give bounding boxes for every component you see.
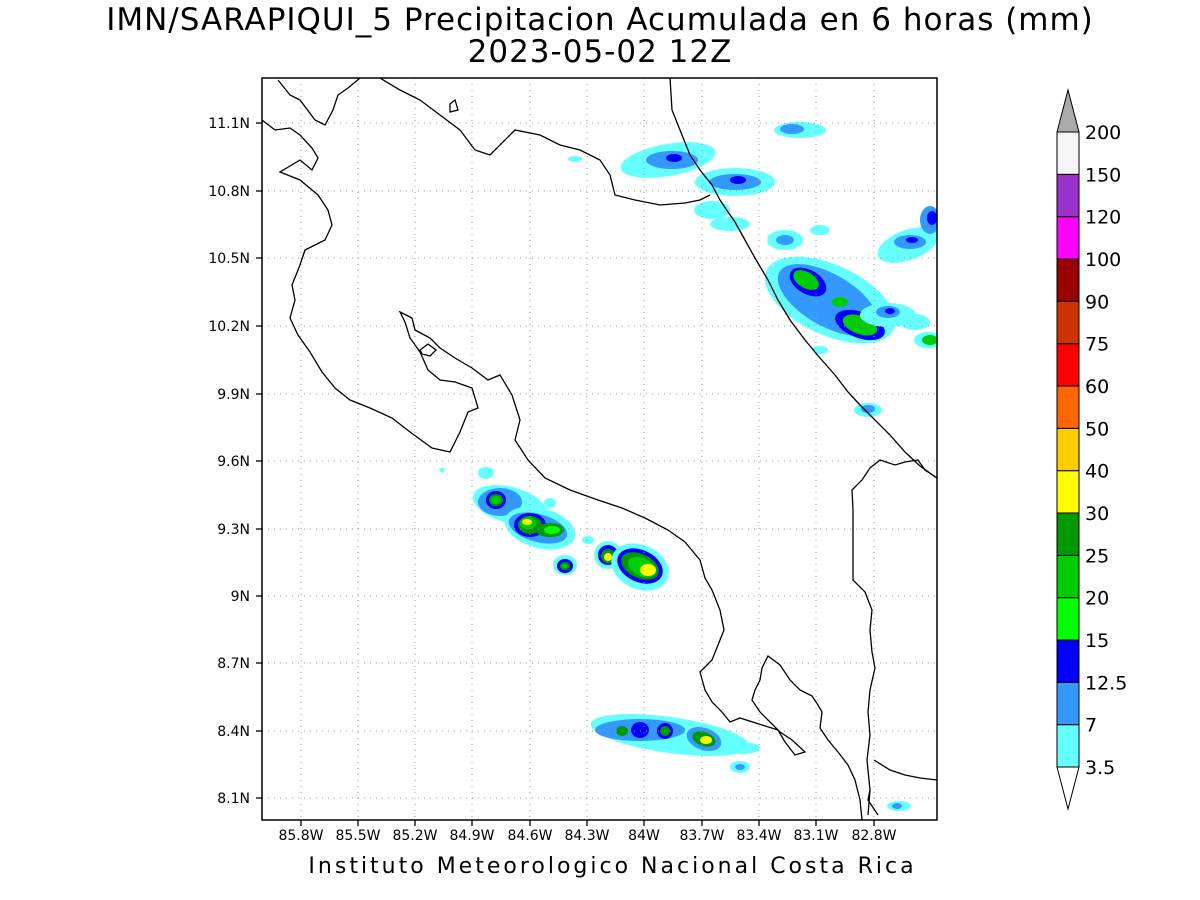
lon-label: 85.8W bbox=[278, 828, 323, 844]
lat-label: 8.1N bbox=[217, 791, 250, 807]
map-title: IMN/SARAPIQUI_5 Precipitacion Acumulada … bbox=[106, 2, 1094, 38]
colorbar-segment bbox=[1056, 512, 1080, 556]
lon-label: 84.6W bbox=[507, 828, 552, 844]
lat-label: 9.6N bbox=[217, 454, 250, 470]
colorbar-segment bbox=[1056, 343, 1080, 387]
colorbar-segment bbox=[1056, 300, 1080, 345]
colorbar-segment bbox=[1056, 427, 1080, 472]
colorbar-segment bbox=[1056, 554, 1080, 599]
colorbar-segment bbox=[1056, 173, 1080, 218]
colorbar-segment bbox=[1056, 681, 1080, 726]
colorbar-legend: 3.5 7 12.5 15 20 25 30 40 50 60 75 90 100 120 150 200 bbox=[1056, 88, 1127, 811]
colorbar-level-label: 15 bbox=[1085, 630, 1109, 652]
lon-label: 83.4W bbox=[736, 828, 781, 844]
colorbar-segment bbox=[1056, 597, 1080, 641]
colorbar-max-triangle bbox=[1056, 88, 1080, 133]
lat-label: 9.9N bbox=[217, 387, 250, 403]
colorbar-level-label: 7 bbox=[1085, 715, 1097, 737]
colorbar-level-label: 60 bbox=[1085, 376, 1109, 398]
colorbar-min-triangle bbox=[1056, 766, 1080, 811]
lat-label: 8.7N bbox=[217, 656, 250, 672]
lat-label: 10.8N bbox=[208, 184, 250, 200]
colorbar-segment bbox=[1056, 258, 1080, 302]
colorbar-segment bbox=[1056, 470, 1080, 514]
colorbar-level-label: 20 bbox=[1085, 588, 1109, 610]
colorbar-level-label: 150 bbox=[1085, 164, 1121, 186]
lat-label: 8.4N bbox=[217, 724, 250, 740]
lon-label: 84.3W bbox=[564, 828, 609, 844]
lon-label: 84.9W bbox=[449, 828, 494, 844]
lat-label: 9.3N bbox=[217, 522, 250, 538]
lat-label: 11.1N bbox=[208, 116, 250, 132]
colorbar-level-label: 3.5 bbox=[1085, 757, 1115, 779]
colorbar-level-label: 200 bbox=[1085, 122, 1121, 144]
lat-lon-gridlines bbox=[262, 78, 937, 820]
colorbar-level-label: 50 bbox=[1085, 418, 1109, 440]
lon-label: 82.8W bbox=[851, 828, 896, 844]
colorbar-segment bbox=[1056, 131, 1080, 175]
lon-label: 85.2W bbox=[392, 828, 437, 844]
footer-credit: Instituto Meteorologico Nacional Costa R… bbox=[308, 854, 917, 879]
colorbar-level-label: 120 bbox=[1085, 207, 1121, 229]
axis-tick-marks bbox=[256, 122, 875, 826]
colorbar-segment bbox=[1056, 385, 1080, 429]
map-subtitle-datetime: 2023-05-02 12Z bbox=[467, 34, 733, 70]
lat-label: 9N bbox=[231, 589, 250, 605]
lon-label: 84W bbox=[628, 828, 660, 844]
colorbar-segment bbox=[1056, 216, 1080, 260]
colorbar-level-label: 100 bbox=[1085, 249, 1121, 271]
map-frame bbox=[261, 77, 938, 821]
colorbar-level-label: 75 bbox=[1085, 334, 1109, 356]
colorbar-segment bbox=[1056, 724, 1080, 768]
latitude-labels: 11.1N 10.8N 10.5N 10.2N 9.9N 9.6N 9.3N 9… bbox=[208, 116, 250, 807]
lat-label: 10.2N bbox=[208, 319, 250, 335]
lon-label: 85.5W bbox=[335, 828, 380, 844]
coastlines-and-borders bbox=[262, 78, 937, 820]
colorbar-level-label: 25 bbox=[1085, 545, 1109, 567]
colorbar-segment bbox=[1056, 639, 1080, 683]
longitude-labels: 85.8W 85.5W 85.2W 84.9W 84.6W 84.3W 84W … bbox=[278, 828, 896, 844]
lat-label: 10.5N bbox=[208, 251, 250, 267]
lon-label: 83.1W bbox=[793, 828, 838, 844]
colorbar-level-label: 30 bbox=[1085, 503, 1109, 525]
colorbar-level-label: 40 bbox=[1085, 461, 1109, 483]
precipitation-shading bbox=[439, 122, 937, 811]
colorbar-level-label: 12.5 bbox=[1085, 672, 1127, 694]
lon-label: 83.7W bbox=[679, 828, 724, 844]
colorbar-level-label: 90 bbox=[1085, 291, 1109, 313]
